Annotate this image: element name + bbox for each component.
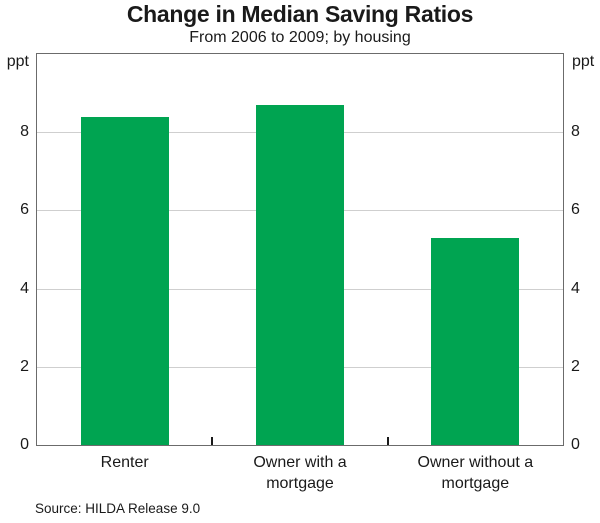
x-category-label-line: Owner without a bbox=[417, 454, 534, 471]
x-category-label-line: Renter bbox=[100, 454, 149, 471]
y-tick-label-left: 0 bbox=[20, 436, 29, 453]
y-tick-label-left: 6 bbox=[20, 201, 29, 219]
x-category-label: Owner without a mortgage bbox=[380, 452, 570, 494]
chart-title: Change in Median Saving Ratios bbox=[126, 1, 474, 27]
y-tick-label-right: 4 bbox=[571, 279, 580, 297]
y-tick-label-right: 2 bbox=[571, 357, 580, 375]
bar-renter bbox=[80, 116, 169, 445]
bar-owner-without-a-mortgage bbox=[431, 237, 520, 445]
plot-area bbox=[36, 53, 564, 446]
x-category-label: Owner with a mortgage bbox=[205, 452, 395, 494]
y-tick-label-right: 0 bbox=[571, 436, 580, 453]
y-tick-label-right: 6 bbox=[571, 201, 580, 219]
source-note: Source: HILDA Release 9.0 bbox=[35, 501, 201, 516]
y-axis-unit-left: ppt bbox=[6, 53, 29, 70]
bar-owner-with-a-mortgage bbox=[256, 104, 344, 445]
x-category-label-line: mortgage bbox=[441, 475, 510, 492]
y-axis-unit-right: ppt bbox=[572, 53, 595, 70]
chart-subtitle: From 2006 to 2009; by housing bbox=[189, 29, 411, 46]
category-separator-tick bbox=[386, 437, 389, 445]
x-category-label: Renter bbox=[30, 452, 220, 473]
y-tick-label-left: 2 bbox=[20, 357, 29, 375]
y-tick-label-left: 8 bbox=[20, 123, 29, 141]
y-tick-label-left: 4 bbox=[20, 279, 29, 297]
x-category-label-line: Owner with a bbox=[253, 454, 347, 471]
x-category-label-line: mortgage bbox=[266, 475, 334, 492]
category-separator-tick bbox=[211, 437, 214, 445]
y-tick-label-right: 8 bbox=[571, 123, 580, 141]
